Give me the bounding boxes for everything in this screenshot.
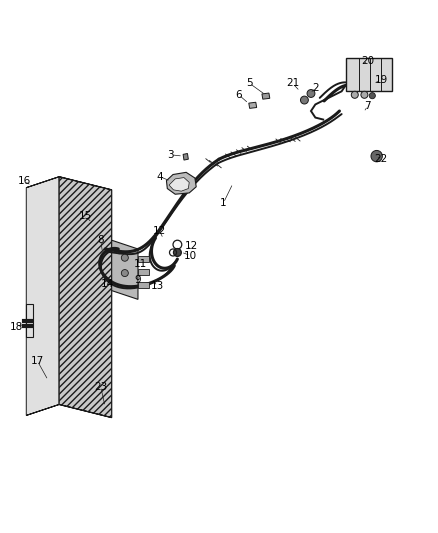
Text: 11: 11 bbox=[134, 260, 147, 269]
Polygon shape bbox=[59, 177, 112, 418]
Text: 4: 4 bbox=[156, 172, 163, 182]
Polygon shape bbox=[26, 177, 112, 190]
Text: 5: 5 bbox=[246, 78, 253, 88]
Text: 16: 16 bbox=[18, 176, 31, 186]
Text: 20: 20 bbox=[361, 55, 374, 66]
Text: 23: 23 bbox=[94, 382, 107, 392]
Circle shape bbox=[361, 91, 368, 98]
Circle shape bbox=[173, 248, 181, 256]
Text: 21: 21 bbox=[286, 78, 299, 88]
Text: 7: 7 bbox=[364, 101, 371, 111]
Text: 10: 10 bbox=[184, 251, 197, 261]
Circle shape bbox=[121, 254, 128, 261]
Polygon shape bbox=[249, 102, 257, 108]
FancyBboxPatch shape bbox=[346, 59, 392, 91]
Circle shape bbox=[371, 150, 382, 162]
Polygon shape bbox=[138, 255, 149, 262]
Text: 18: 18 bbox=[10, 322, 23, 332]
Circle shape bbox=[369, 93, 375, 99]
Circle shape bbox=[300, 96, 308, 104]
Polygon shape bbox=[138, 282, 149, 288]
Polygon shape bbox=[183, 154, 188, 160]
Text: 19: 19 bbox=[374, 75, 388, 85]
Polygon shape bbox=[169, 177, 189, 191]
Polygon shape bbox=[26, 405, 112, 418]
Circle shape bbox=[121, 270, 128, 277]
Polygon shape bbox=[138, 269, 149, 275]
Text: 15: 15 bbox=[79, 211, 92, 221]
Circle shape bbox=[351, 91, 358, 98]
Polygon shape bbox=[262, 93, 270, 99]
Text: 2: 2 bbox=[312, 83, 319, 93]
Text: 13: 13 bbox=[151, 281, 164, 291]
Text: 9: 9 bbox=[134, 274, 141, 285]
Polygon shape bbox=[166, 172, 196, 194]
Text: 12: 12 bbox=[153, 227, 166, 237]
Text: 8: 8 bbox=[97, 235, 104, 245]
Text: 12: 12 bbox=[185, 241, 198, 251]
Text: 3: 3 bbox=[167, 150, 174, 160]
Polygon shape bbox=[26, 177, 59, 415]
Text: 22: 22 bbox=[374, 154, 388, 164]
Text: 17: 17 bbox=[31, 356, 44, 366]
Text: 6: 6 bbox=[235, 90, 242, 100]
Text: 1: 1 bbox=[220, 198, 227, 208]
Circle shape bbox=[307, 90, 315, 98]
Polygon shape bbox=[112, 240, 138, 300]
Text: 14: 14 bbox=[101, 279, 114, 289]
